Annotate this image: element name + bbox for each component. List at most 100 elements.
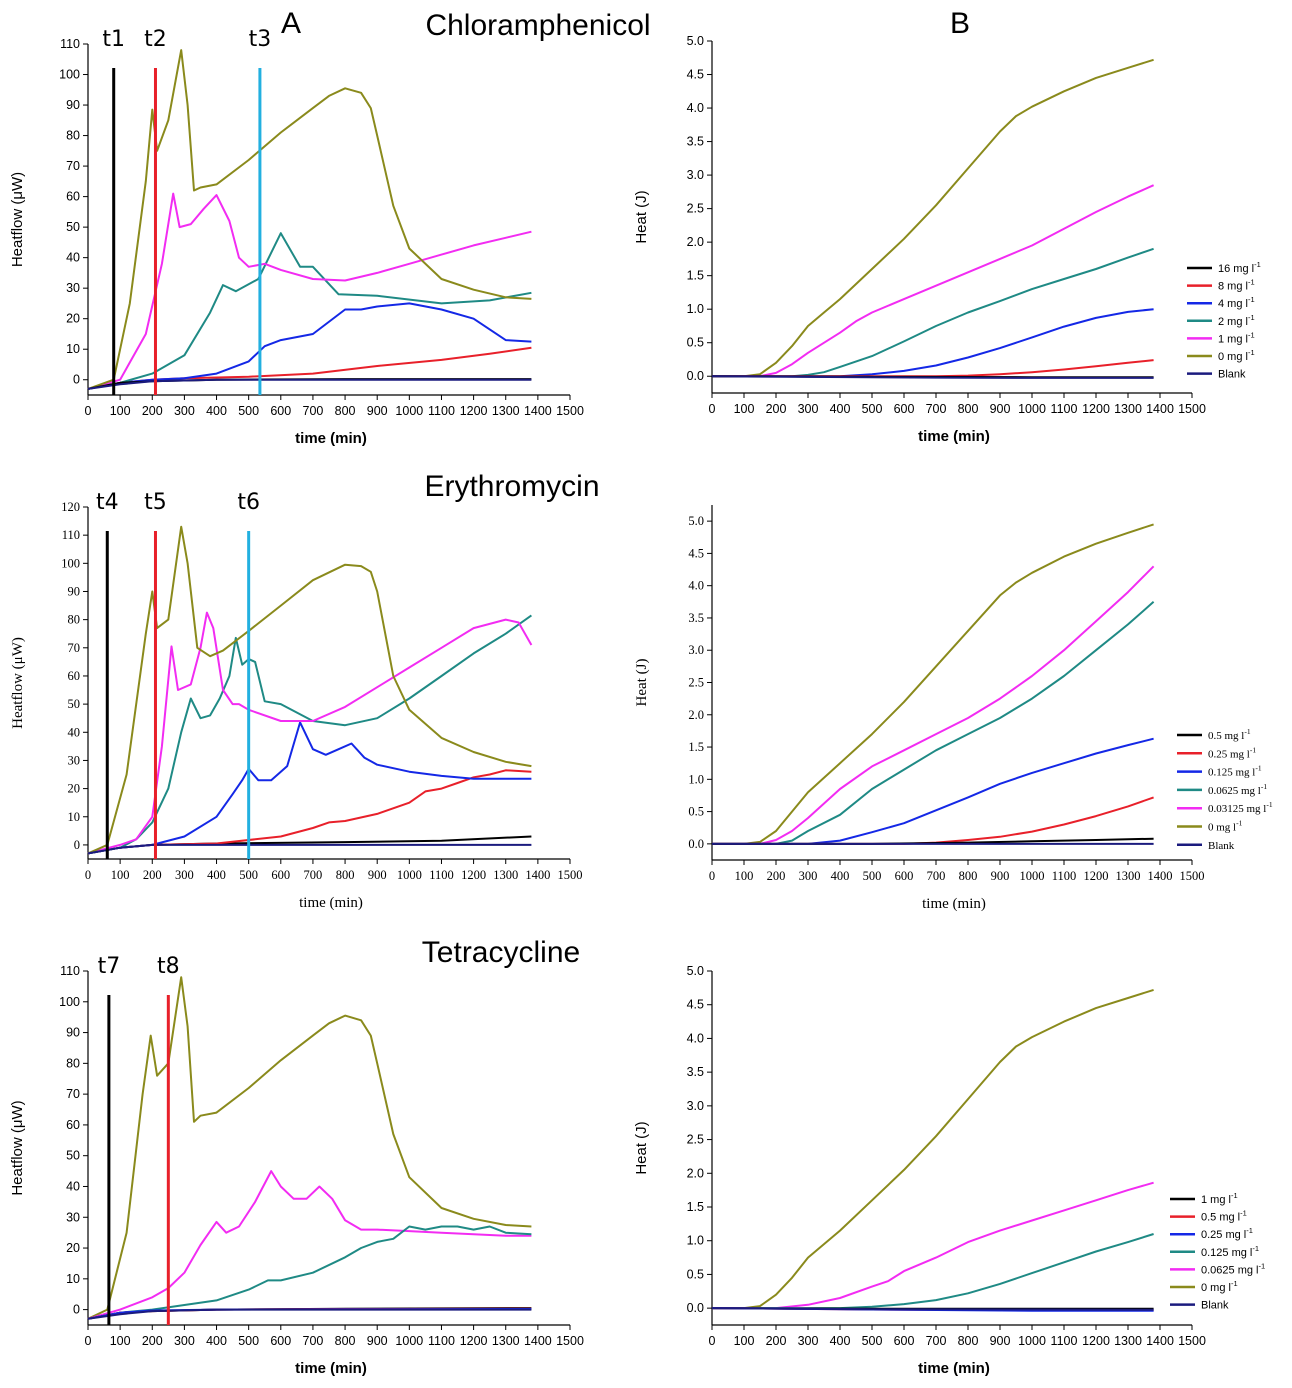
y-tick-label: 110 — [60, 37, 80, 51]
x-tick-label: 100 — [734, 1334, 755, 1348]
y-tick-label: 90 — [66, 1026, 80, 1040]
y-tick-label: 10 — [68, 810, 81, 824]
x-tick-label: 200 — [766, 1334, 787, 1348]
x-tick-label: 400 — [206, 1334, 227, 1348]
legend-label-sup: -1 — [1246, 1226, 1253, 1235]
x-tick-label: 800 — [335, 1334, 356, 1348]
series-line-1 — [87, 302, 532, 390]
legend-label: 0.125 mg l-1 — [1201, 1244, 1259, 1259]
x-tick-label: 1400 — [524, 1334, 552, 1348]
y-tick-label: 3.5 — [687, 1065, 704, 1079]
series-line-1 — [712, 1181, 1154, 1310]
legend-label-sup: -1 — [1231, 1279, 1238, 1288]
y-tick-label: 40 — [66, 1179, 80, 1193]
series-line-2 — [712, 1233, 1154, 1310]
x-tick-label: 600 — [895, 869, 914, 883]
y-tick-label: 3.0 — [688, 643, 704, 657]
y-tick-label: 1.0 — [687, 302, 704, 316]
x-tick-label: 0 — [85, 1334, 92, 1348]
legend-label: 0 mg l-1 — [1208, 819, 1243, 834]
chart-erythromycin-heat: 0.0 0.5 1.0 1.5 2.0 2.5 3.0 3.5 4.0 4.5 5.0 0 100 200… — [634, 505, 1273, 912]
legend-label: 0.0625 mg l-1 — [1201, 1261, 1265, 1276]
y-tick-label: 0.5 — [688, 805, 704, 819]
legend-label: 0.25 mg l-1 — [1201, 1226, 1253, 1241]
y-tick-label: 4.0 — [688, 579, 704, 593]
series-line-3 — [87, 192, 532, 390]
y-tick-label: 30 — [66, 1210, 80, 1224]
x-tick-label: 0 — [709, 1334, 716, 1348]
x-tick-label: 0 — [85, 404, 92, 418]
time-marker-label: t1 — [102, 27, 125, 52]
x-tick-label: 100 — [735, 869, 754, 883]
x-tick-label: 1200 — [460, 404, 488, 418]
y-tick-label: 1.5 — [687, 1200, 704, 1214]
x-tick-label: 900 — [367, 404, 388, 418]
y-axis-label: Heatflow (μW) — [10, 637, 26, 729]
time-marker-label: t3 — [249, 27, 272, 52]
x-tick-label: 900 — [367, 1334, 388, 1348]
time-marker-label: t6 — [237, 490, 260, 515]
legend-label: 2 mg l-1 — [1218, 313, 1255, 328]
row-title-tetracycline: Tetracycline — [422, 936, 580, 969]
series-line-1 — [712, 184, 1155, 378]
y-tick-label: 90 — [68, 584, 81, 598]
y-tick-label: 60 — [68, 669, 81, 683]
y-tick-label: 2.5 — [688, 676, 704, 690]
x-tick-label: 800 — [958, 1334, 979, 1348]
series-line-2 — [712, 247, 1154, 378]
legend-label-sup: -1 — [1261, 782, 1267, 791]
legend-label: Blank — [1218, 369, 1246, 381]
y-tick-label: 40 — [66, 251, 80, 265]
legend-label: 1 mg l-1 — [1201, 1191, 1238, 1206]
legend-label: 16 mg l-1 — [1218, 260, 1261, 275]
x-tick-label: 400 — [830, 1334, 851, 1348]
x-tick-label: 0 — [709, 402, 716, 416]
y-tick-label: 4.5 — [687, 998, 704, 1012]
series-line-4 — [87, 611, 533, 855]
series-line-0 — [712, 988, 1154, 1310]
legend-label: Blank — [1208, 840, 1235, 852]
x-tick-label: 1400 — [1146, 1334, 1174, 1348]
y-tick-label: 30 — [68, 753, 81, 767]
x-tick-label: 100 — [110, 404, 131, 418]
x-tick-label: 600 — [270, 1334, 291, 1348]
series-line-3 — [712, 308, 1154, 378]
y-tick-label: 110 — [60, 964, 80, 978]
x-tick-label: 1000 — [397, 868, 422, 882]
x-tick-label: 100 — [110, 1334, 131, 1348]
x-tick-label: 1300 — [1114, 402, 1142, 416]
y-tick-label: 3.0 — [687, 1099, 704, 1113]
x-tick-label: 200 — [143, 868, 162, 882]
x-tick-label: 1000 — [1018, 402, 1046, 416]
x-tick-label: 1500 — [1178, 1334, 1206, 1348]
y-tick-label: 100 — [61, 556, 80, 570]
x-tick-label: 1400 — [524, 404, 552, 418]
x-tick-label: 300 — [174, 404, 195, 418]
x-tick-label: 500 — [239, 868, 258, 882]
y-tick-label: 4.0 — [687, 101, 704, 115]
y-tick-label: 1.0 — [687, 1234, 704, 1248]
x-tick-label: 1200 — [1082, 1334, 1110, 1348]
y-tick-label: 0 — [73, 373, 80, 387]
legend-label-sup: -1 — [1254, 260, 1261, 269]
time-marker-label: t5 — [144, 490, 167, 515]
legend-label-sup: -1 — [1248, 278, 1255, 287]
x-tick-label: 1100 — [1051, 402, 1078, 416]
legend-label: 0.5 mg l-1 — [1208, 727, 1251, 742]
y-tick-label: 0.0 — [687, 369, 704, 383]
x-tick-label: 300 — [798, 1334, 819, 1348]
x-tick-label: 200 — [766, 402, 787, 416]
x-tick-label: 600 — [894, 1334, 915, 1348]
y-tick-label: 50 — [66, 1149, 80, 1163]
legend-label: 8 mg l-1 — [1218, 278, 1255, 293]
y-tick-label: 20 — [66, 312, 80, 326]
y-tick-label: 4.5 — [687, 68, 704, 82]
legend-label: 0 mg l-1 — [1201, 1279, 1238, 1294]
x-tick-label: 1000 — [395, 404, 423, 418]
legend-label: 0.0625 mg l-1 — [1208, 782, 1267, 797]
legend-label: Blank — [1201, 1300, 1229, 1312]
x-tick-label: 1200 — [460, 1334, 488, 1348]
